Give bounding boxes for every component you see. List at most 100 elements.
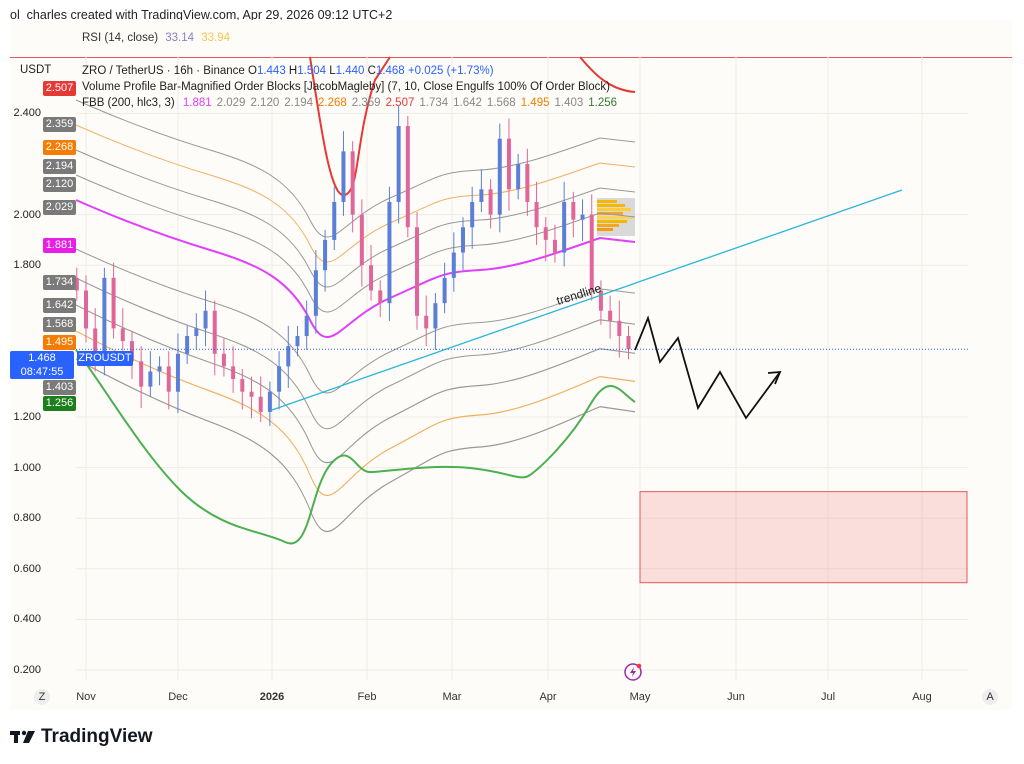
order-block-zone (639, 491, 968, 584)
candle-body (516, 164, 521, 190)
band-1495 (75, 330, 636, 497)
trendline (271, 189, 903, 411)
brand-name: TradingView (41, 726, 153, 747)
band-1642 (75, 277, 636, 430)
fbb-value: 2.507 (385, 97, 415, 109)
price-axis-label: 0.800 (13, 512, 41, 525)
symbol-legend: ZRO / TetherUS · 16h · Binance O1.443 H1… (82, 64, 494, 78)
orderblocks-legend[interactable]: Volume Profile Bar-Magnified Order Block… (82, 81, 610, 93)
fbb-value: 2.268 (318, 97, 347, 109)
candle-body (175, 353, 180, 392)
time-axis-label: Jul (820, 691, 836, 703)
indicator-price-label: 2.029 (43, 200, 76, 216)
fbb-value: 1.734 (419, 97, 449, 109)
last-price-value: 1.468 (28, 352, 56, 365)
time-axis-label: 2026 (259, 691, 285, 703)
rsi-value-2: 33.94 (201, 32, 231, 44)
candle-body (286, 346, 291, 367)
candle-body (166, 366, 171, 392)
candle-body (139, 361, 144, 387)
time-axis-label: May (629, 691, 651, 703)
candle-body (304, 315, 309, 337)
time-axis-label: Dec (168, 691, 188, 703)
fbb-value: 1.495 (520, 97, 550, 109)
candle-body (240, 379, 245, 392)
volume-profile (597, 198, 635, 236)
fbb-label: FBB (200, hlc3, 3) (82, 97, 175, 109)
indicator-price-label: 2.359 (43, 116, 76, 132)
indicator-price-label: 1.256 (43, 396, 76, 412)
candle-body (323, 239, 328, 271)
candle-body (451, 252, 456, 278)
candle-body (488, 189, 493, 215)
price-axis-label: 0.600 (13, 562, 41, 575)
time-axis-label: Mar (442, 691, 462, 703)
candle-body (221, 353, 226, 367)
chart-frame[interactable]: RSI (14, close) 33.14 33.94 (10, 20, 1012, 710)
candle-body (387, 201, 392, 304)
symbol-price-tag: ZROUSDT (77, 351, 133, 367)
chart-credit: ol_charles created with TradingView.com,… (10, 8, 393, 22)
candle-body (626, 336, 631, 350)
open-label: O (247, 65, 257, 77)
price-axis-label: 2.000 (13, 208, 41, 221)
candle-body (84, 290, 88, 329)
indicator-price-label: 1.495 (43, 335, 76, 351)
candle-body (350, 151, 355, 215)
bar-countdown: 08:47:55 (20, 366, 64, 379)
fbb-lower-band (75, 349, 636, 545)
candle-body (433, 303, 438, 329)
candle-body (277, 366, 282, 392)
candle-body (598, 290, 603, 311)
indicator-price-label: 1.568 (43, 316, 76, 332)
rsi-pane[interactable]: RSI (14, close) 33.14 33.94 (10, 20, 1012, 58)
price-axis-label: 0.200 (13, 664, 41, 676)
auto-scale-a-button[interactable]: A (982, 689, 998, 705)
high-label: H (288, 65, 298, 77)
candle-body (378, 290, 383, 304)
time-axis-label: Nov (76, 691, 96, 703)
open-value: 1.443 (256, 65, 286, 77)
candle-body (460, 227, 465, 253)
candle-body (295, 336, 300, 347)
time-axis-label: Aug (912, 691, 932, 703)
currency-label: USDT (20, 64, 52, 76)
low-value: 1.440 (335, 65, 365, 77)
indicator-price-label: 2.120 (43, 177, 76, 193)
auto-scale-z-button[interactable]: Z (34, 689, 50, 705)
high-value: 1.504 (297, 65, 327, 77)
tradingview-logo[interactable]: TradingView (10, 726, 153, 748)
candle-body (543, 227, 548, 240)
candle-body (479, 189, 484, 202)
candle-body (267, 391, 272, 412)
rsi-legend: RSI (14, close) 33.14 33.94 (82, 32, 230, 44)
candle-body (424, 315, 429, 329)
candle-body (405, 126, 410, 228)
fbb-value: 1.403 (554, 97, 584, 109)
fbb-legend[interactable]: FBB (200, hlc3, 3) 1.881 2.029 2.120 2.194 2… (82, 96, 617, 110)
candle-body (148, 371, 153, 387)
candle-body (74, 277, 79, 291)
last-price-label: 1.468 08:47:55 (10, 351, 74, 380)
price-chart[interactable]: trendline (10, 20, 1012, 710)
fbb-value: 1.568 (486, 97, 516, 109)
price-axis-label: 0.400 (13, 613, 41, 626)
symbol-name[interactable]: ZRO / TetherUS · 16h · Binance (82, 65, 245, 77)
candle-body (359, 214, 364, 266)
price-axis-label: 1.000 (13, 461, 41, 474)
candle-body (102, 277, 107, 354)
indicator-price-label: 2.507 (43, 81, 76, 96)
alert-lightning-icon (624, 663, 642, 681)
price-axis-label: 1.800 (13, 259, 41, 272)
indicator-price-label: 1.642 (43, 298, 76, 314)
indicator-price-label: 1.403 (43, 380, 76, 396)
price-axis-label: 2.400 (13, 107, 41, 120)
tradingview-logo-icon (10, 730, 35, 743)
close-value: 1.468 (375, 65, 405, 77)
fbb-value: 1.881 (182, 97, 212, 109)
band-2268 (75, 124, 636, 263)
time-axis-label: Feb (357, 691, 377, 703)
rsi-value-1: 33.14 (165, 32, 195, 44)
price-axis-label: 1.200 (13, 411, 41, 423)
candle-body (203, 310, 208, 329)
